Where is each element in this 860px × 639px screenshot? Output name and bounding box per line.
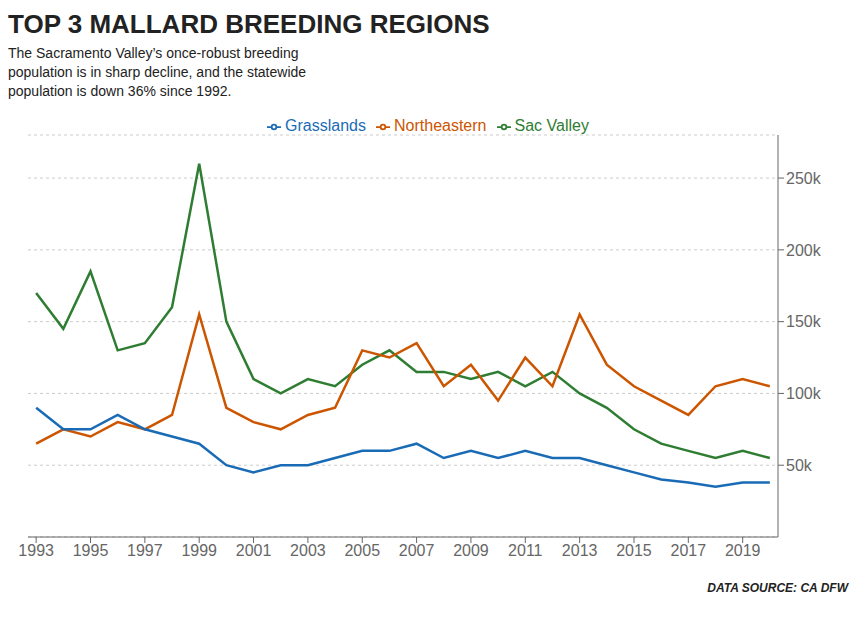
svg-text:50k: 50k <box>786 457 813 474</box>
svg-text:1997: 1997 <box>127 542 163 559</box>
svg-text:100k: 100k <box>786 385 822 402</box>
svg-text:2013: 2013 <box>562 542 598 559</box>
svg-text:1995: 1995 <box>73 542 109 559</box>
html-text:Northeastern: Northeastern <box>394 117 487 134</box>
svg-text:2005: 2005 <box>344 542 380 559</box>
svg-text:2015: 2015 <box>616 542 652 559</box>
svg-text:2003: 2003 <box>290 542 326 559</box>
svg-text:2001: 2001 <box>236 542 272 559</box>
svg-text:250k: 250k <box>786 170 822 187</box>
html-text:Sac Valley: Sac Valley <box>514 117 589 134</box>
svg-text:150k: 150k <box>786 313 822 330</box>
svg-text:2009: 2009 <box>453 542 489 559</box>
svg-text:2007: 2007 <box>399 542 435 559</box>
svg-text:2019: 2019 <box>725 542 761 559</box>
svg-text:2017: 2017 <box>671 542 707 559</box>
html-text:TOP 3 MALLARD BREEDING REGIONS: TOP 3 MALLARD BREEDING REGIONS <box>8 9 490 39</box>
html-text:Grasslands: Grasslands <box>285 117 366 134</box>
html-text:DATA SOURCE: CA DFW: DATA SOURCE: CA DFW <box>707 581 848 595</box>
svg-text:200k: 200k <box>786 242 822 259</box>
svg-text:1999: 1999 <box>181 542 217 559</box>
svg-text:2011: 2011 <box>508 542 543 559</box>
html-text:The Sacramento Valley’s once-r: The Sacramento Valley’s once-robust bree… <box>8 45 307 99</box>
svg-text:1993: 1993 <box>18 542 54 559</box>
